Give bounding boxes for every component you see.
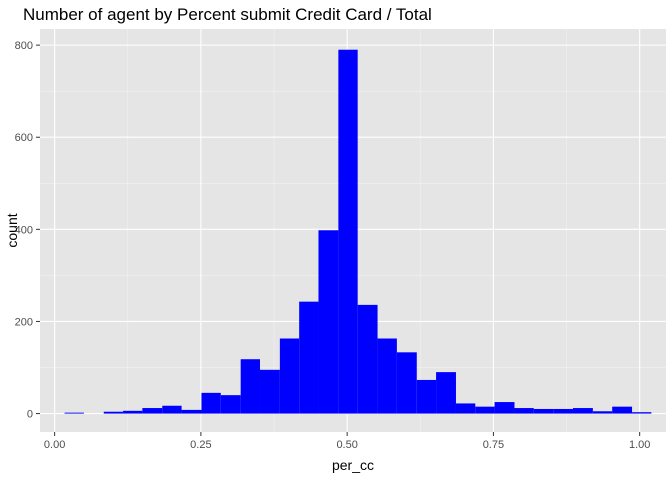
x-tick-label: 0.00 xyxy=(44,439,65,451)
x-axis: 0.00 0.25 0.50 0.75 1.00 xyxy=(44,432,650,451)
histogram-bar xyxy=(396,352,417,414)
x-tick-label: 0.25 xyxy=(190,439,211,451)
x-axis-title: per_cc xyxy=(332,457,374,473)
x-tick-label: 1.00 xyxy=(629,439,650,451)
histogram-bar xyxy=(475,406,495,414)
histogram-bar xyxy=(572,408,593,414)
histogram-bar xyxy=(181,409,202,414)
histogram-bar xyxy=(64,412,84,414)
histogram-bar xyxy=(259,369,280,414)
histogram-bar xyxy=(103,411,124,414)
histogram-bar xyxy=(123,410,143,414)
histogram-bar xyxy=(377,338,397,414)
histogram-bar xyxy=(162,405,182,414)
histogram-bar xyxy=(279,338,300,414)
y-tick-label: 800 xyxy=(15,40,33,52)
histogram-bar xyxy=(494,402,515,414)
chart-title: Number of agent by Percent submit Credit… xyxy=(23,5,432,24)
histogram-bar xyxy=(592,411,613,414)
histogram-bars xyxy=(64,49,652,414)
histogram-bar xyxy=(338,49,358,414)
histogram-bar xyxy=(357,304,378,414)
y-axis: 0 200 400 600 800 xyxy=(15,40,40,421)
histogram-bar xyxy=(299,301,319,414)
histogram-bar xyxy=(201,392,221,414)
histogram-bar xyxy=(514,408,534,414)
y-tick-label: 0 xyxy=(27,409,33,421)
histogram-bar xyxy=(416,379,437,414)
x-tick-label: 0.50 xyxy=(336,439,357,451)
y-tick-label: 600 xyxy=(15,132,33,144)
histogram-bar xyxy=(553,408,573,414)
histogram-bar xyxy=(436,372,456,414)
y-tick-label: 200 xyxy=(15,316,33,328)
histogram-bar xyxy=(533,408,554,414)
histogram-bar xyxy=(455,403,476,414)
histogram-bar xyxy=(220,395,241,414)
histogram-bar xyxy=(318,230,339,414)
histogram-bar xyxy=(632,412,652,414)
histogram-bar xyxy=(240,359,260,414)
x-tick-label: 0.75 xyxy=(483,439,504,451)
histogram-bar xyxy=(612,406,633,414)
y-tick-label: 400 xyxy=(15,224,33,236)
y-axis-title: count xyxy=(4,213,20,247)
histogram-bar xyxy=(142,408,163,414)
